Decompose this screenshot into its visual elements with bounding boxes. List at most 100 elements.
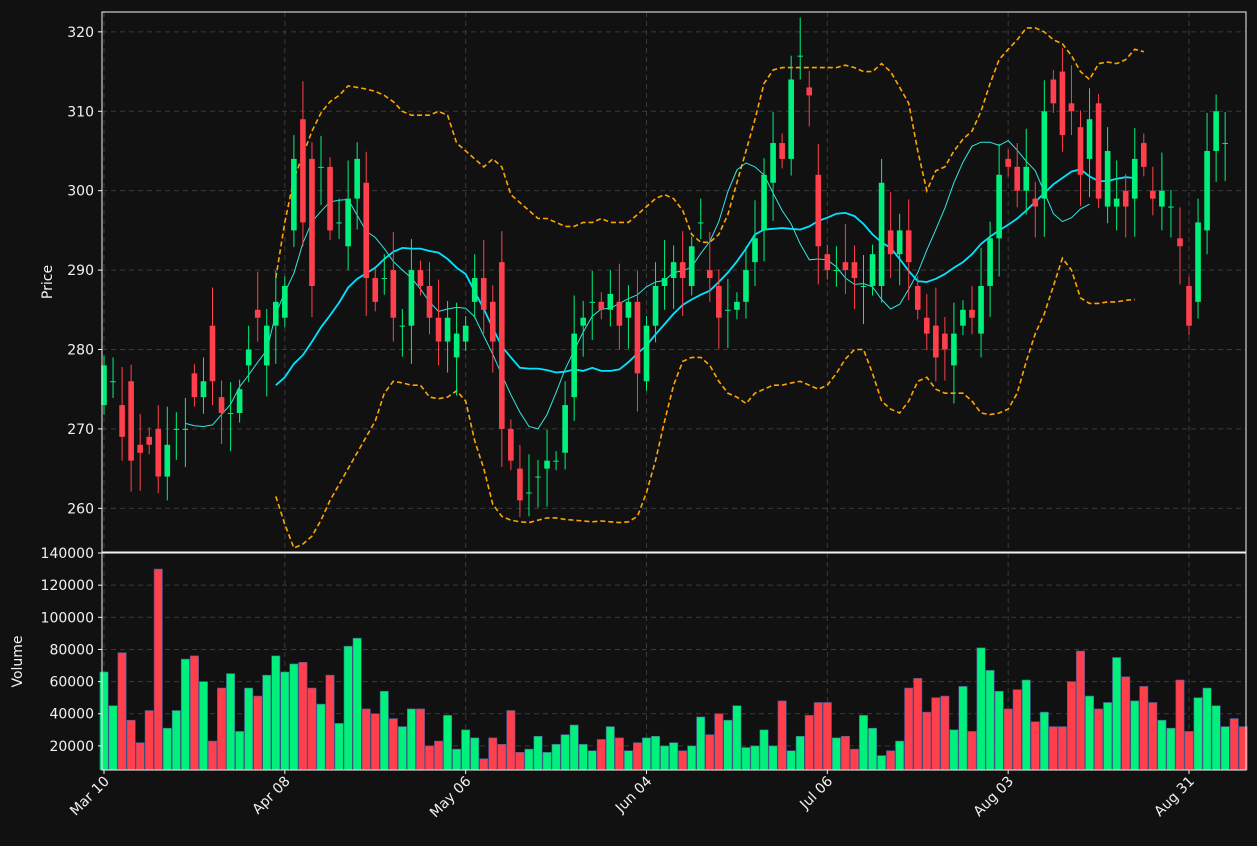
candle-down: [905, 199, 912, 301]
candle-body: [1177, 238, 1183, 247]
candle-body: [770, 143, 776, 183]
candle-body: [661, 278, 668, 286]
candle-body: [119, 405, 125, 437]
volume-bar: [660, 745, 670, 771]
candle-body: [607, 293, 614, 310]
candle-body: [688, 246, 695, 286]
candle-body: [164, 444, 171, 477]
candle-body: [381, 278, 388, 280]
volume-bar: [1066, 681, 1076, 771]
volume-bar: [1094, 708, 1104, 771]
candle-up: [625, 285, 632, 349]
volume-bar: [886, 750, 896, 771]
candle-body: [589, 301, 596, 303]
candle-down: [1150, 166, 1156, 216]
candle-up: [245, 325, 252, 383]
candle-up: [1195, 198, 1201, 319]
candle-body: [788, 79, 794, 159]
candle-body: [390, 270, 397, 318]
candle-up: [526, 454, 532, 517]
candle-body: [408, 270, 415, 326]
candle-body: [137, 444, 143, 453]
candle-down: [914, 276, 921, 320]
candle-body: [625, 301, 632, 318]
volume-bar: [768, 745, 778, 771]
candle-body: [716, 285, 722, 318]
candle-down: [1095, 93, 1102, 209]
volume-bar: [1057, 726, 1067, 771]
candle-body: [833, 270, 840, 272]
candle-down: [137, 413, 143, 491]
candle-body: [1077, 127, 1084, 175]
x-tick-label: Jul 06: [796, 773, 836, 813]
candle-body: [878, 182, 885, 286]
candle-body: [824, 254, 831, 271]
volume-bar: [958, 686, 968, 771]
volume-bar: [840, 735, 850, 771]
candle-body: [1159, 190, 1165, 207]
candle-body: [842, 262, 849, 271]
candle-body: [1005, 158, 1011, 167]
volume-bar: [642, 737, 651, 771]
candle-body: [526, 492, 532, 494]
candle-up: [661, 239, 668, 310]
candle-body: [146, 436, 153, 445]
candle-down: [1014, 143, 1021, 208]
candle-up: [1168, 189, 1174, 238]
candle-up: [272, 270, 279, 364]
volume-y-tick-label: 120000: [41, 578, 94, 594]
candle-up: [1204, 112, 1210, 255]
volume-bar: [253, 695, 263, 771]
candle-up: [734, 292, 740, 320]
candle-body: [706, 270, 713, 279]
candle-body: [227, 413, 234, 415]
candle-body: [1059, 71, 1066, 136]
candle-body: [1104, 150, 1111, 207]
volume-y-label: Volume: [10, 635, 26, 687]
volume-bar: [1229, 718, 1239, 771]
volume-bar: [180, 658, 190, 771]
volume-bar: [1175, 679, 1185, 771]
candle-body: [779, 143, 785, 159]
candle-down: [598, 292, 605, 320]
candle-body: [1041, 111, 1048, 199]
candle-up: [182, 397, 189, 468]
ma-long-line: [275, 168, 1135, 386]
candle-body: [110, 381, 116, 383]
volume-bar: [596, 739, 606, 771]
volume-bar: [325, 674, 335, 771]
candle-body: [535, 476, 541, 478]
candle-up: [462, 316, 469, 352]
candle-up: [580, 301, 587, 357]
candle-body: [444, 317, 451, 342]
candle-body: [101, 365, 107, 406]
candle-down: [634, 270, 641, 412]
candle-body: [1032, 198, 1039, 207]
volume-bar: [479, 758, 489, 771]
candle-body: [1014, 166, 1021, 191]
candle-body: [652, 285, 659, 326]
x-axis-ticks: Mar 10 Apr 08 May 06 Jun 04 Jul 06 Aug 03 Aug …: [67, 770, 1198, 821]
candle-body: [209, 325, 216, 382]
candle-up: [544, 429, 550, 507]
candle-body: [1086, 119, 1093, 159]
candle-body: [1023, 166, 1030, 191]
candle-body: [435, 317, 442, 342]
candle-down: [218, 380, 225, 444]
candle-body: [679, 262, 686, 279]
candle-down: [1032, 181, 1039, 238]
volume-bar: [723, 719, 733, 771]
volume-bar: [198, 681, 208, 771]
price-y-tick-label: 300: [67, 184, 94, 200]
candle-body: [1122, 190, 1129, 207]
volume-bar: [217, 687, 227, 771]
candle-body: [426, 285, 433, 318]
volume-bar: [452, 748, 462, 771]
price-panel: 260 270 280 290 300 310 320 Price: [40, 11, 1247, 553]
candle-body: [345, 198, 351, 247]
candle-up: [725, 278, 731, 348]
volume-bar: [298, 662, 308, 771]
candle-down: [499, 231, 505, 468]
volume-bar: [859, 715, 868, 771]
